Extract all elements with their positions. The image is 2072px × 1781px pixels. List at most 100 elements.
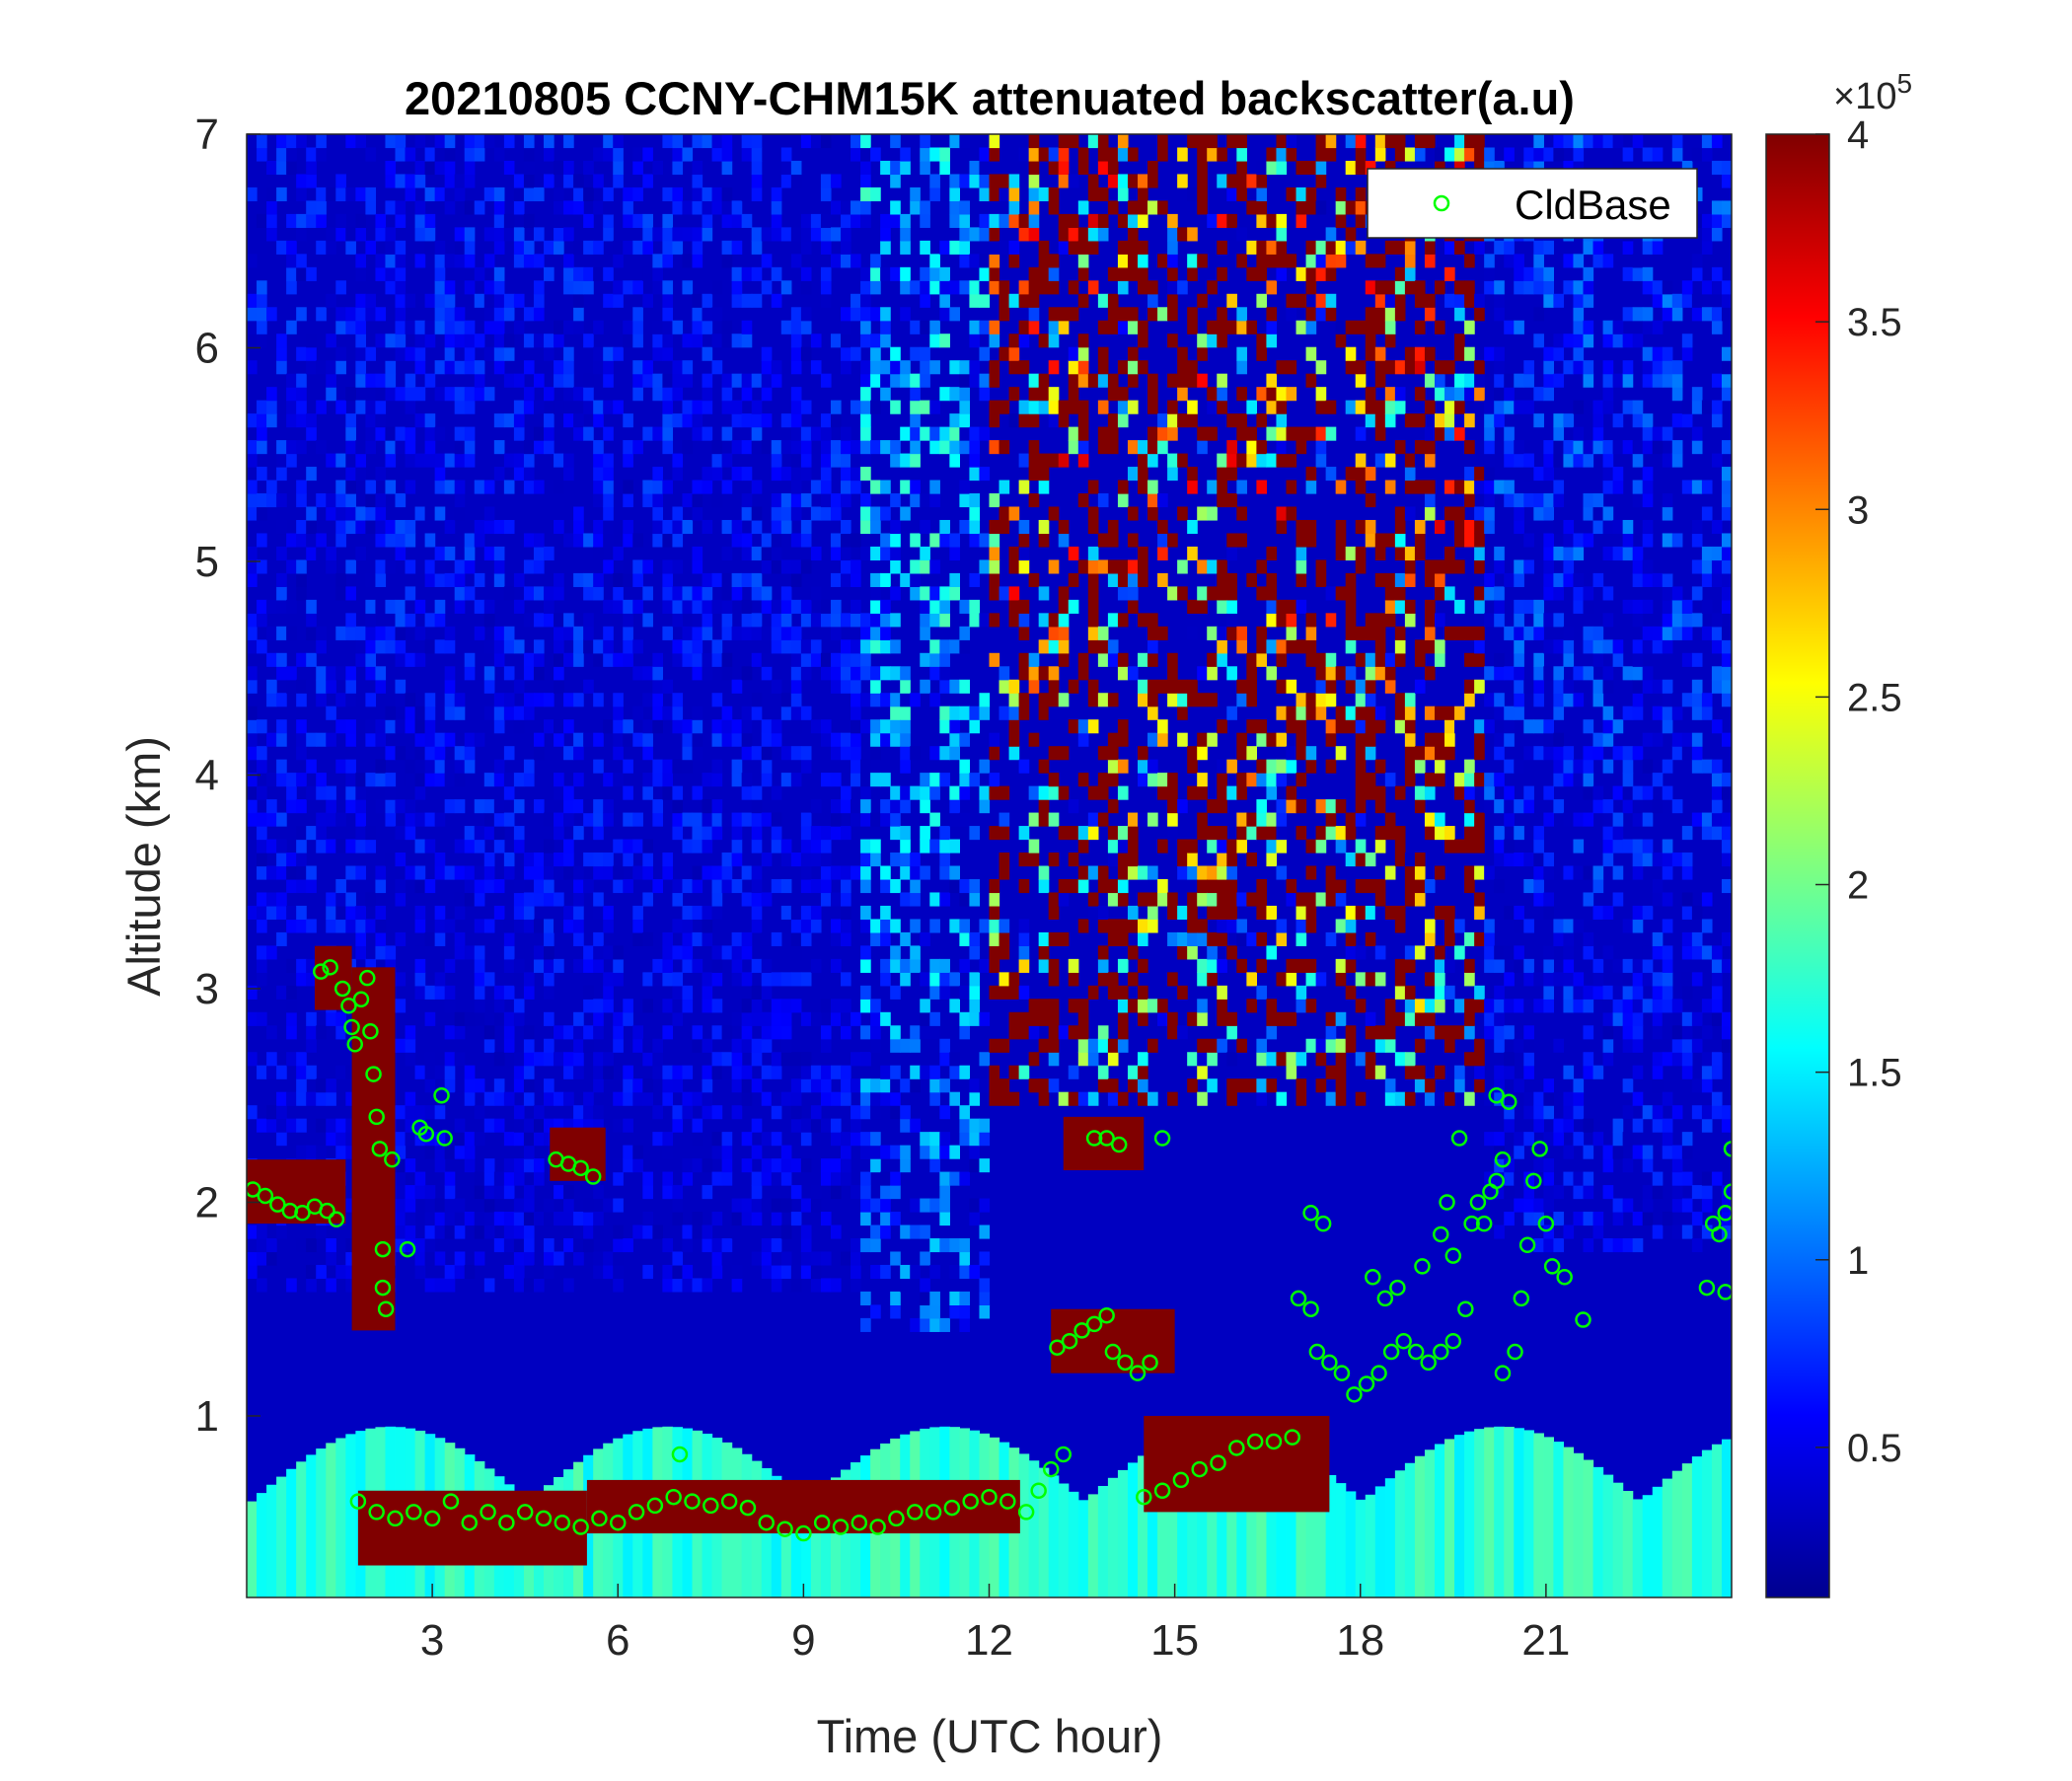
heatmap-cell xyxy=(296,905,307,921)
heatmap-cell xyxy=(741,186,753,202)
heatmap-cell xyxy=(761,1158,773,1173)
heatmap-cell xyxy=(1107,1052,1119,1067)
heatmap-cell xyxy=(395,626,407,640)
heatmap-cell xyxy=(593,519,604,535)
heatmap-cell xyxy=(434,426,446,441)
heatmap-cell xyxy=(414,334,426,348)
heatmap-cell xyxy=(1246,826,1257,841)
heatmap-cell xyxy=(969,493,981,508)
heatmap-cell xyxy=(583,266,594,281)
heatmap-cell xyxy=(692,746,703,761)
heatmap-cell xyxy=(523,1052,535,1067)
heatmap-cell xyxy=(573,200,584,215)
heatmap-cell xyxy=(810,613,822,628)
heatmap-cell xyxy=(1127,559,1139,574)
heatmap-cell xyxy=(1197,426,1208,441)
heatmap-cell xyxy=(414,626,426,640)
heatmap-cell xyxy=(1414,878,1426,894)
heatmap-cell xyxy=(1058,213,1070,228)
heatmap-cell xyxy=(286,453,297,468)
heatmap-cell xyxy=(1157,1011,1168,1026)
heatmap-cell xyxy=(741,387,753,402)
heatmap-cell xyxy=(266,1105,277,1120)
heatmap-cell xyxy=(266,387,277,402)
heatmap-cell xyxy=(1048,1011,1060,1026)
heatmap-cell xyxy=(920,293,930,308)
heatmap-cell xyxy=(1217,480,1227,494)
heatmap-cell xyxy=(989,493,1000,508)
heatmap-cell xyxy=(751,1052,763,1067)
heatmap-cell xyxy=(1197,373,1208,388)
heatmap-cell xyxy=(830,613,842,628)
heatmap-cell xyxy=(414,1185,426,1200)
heatmap-cell xyxy=(959,812,971,827)
heatmap-cell xyxy=(474,626,485,640)
heatmap-cell xyxy=(554,519,564,535)
heatmap-cell xyxy=(1305,613,1317,628)
heatmap-cell xyxy=(544,1011,555,1026)
heatmap-cell xyxy=(355,186,366,202)
heatmap-cell xyxy=(771,467,782,482)
heatmap-cell xyxy=(949,785,960,800)
heatmap-cell xyxy=(810,1011,822,1026)
heatmap-cell xyxy=(1226,705,1237,720)
heatmap-cell xyxy=(959,240,971,255)
heatmap-cell xyxy=(979,785,991,800)
heatmap-cell xyxy=(910,892,921,907)
heatmap-cell xyxy=(1276,812,1288,827)
heatmap-cell xyxy=(860,546,871,561)
heatmap-cell xyxy=(969,1212,981,1226)
heatmap-cell xyxy=(1236,958,1247,973)
heatmap-cell xyxy=(790,387,802,402)
heatmap-cell xyxy=(286,1278,297,1293)
heatmap-cell xyxy=(345,134,356,149)
heatmap-cell xyxy=(1384,1011,1396,1026)
heatmap-cell xyxy=(841,1065,851,1079)
heatmap-cell xyxy=(593,812,604,827)
heatmap-cell xyxy=(731,972,743,987)
heatmap-cell xyxy=(1138,1011,1148,1026)
heatmap-cell xyxy=(247,360,258,375)
heatmap-cell xyxy=(851,773,861,787)
heatmap-cell xyxy=(583,280,594,295)
heatmap-cell xyxy=(583,732,594,747)
heatmap-cell xyxy=(257,599,267,614)
heatmap-cell xyxy=(603,599,614,614)
heatmap-cell xyxy=(603,999,614,1013)
heatmap-cell xyxy=(1018,1065,1030,1079)
heatmap-cell xyxy=(316,200,327,215)
heatmap-cell xyxy=(1345,985,1357,1000)
heatmap-cell xyxy=(1048,320,1060,334)
heatmap-cell xyxy=(266,1025,277,1040)
heatmap-cell xyxy=(731,200,743,215)
heatmap-cell xyxy=(1048,254,1060,268)
heatmap-cell xyxy=(682,1065,694,1079)
heatmap-cell xyxy=(1325,693,1337,707)
heatmap-cell xyxy=(1048,266,1060,281)
heatmap-cell xyxy=(405,400,416,414)
heatmap-cell xyxy=(1394,586,1406,601)
heatmap-cell xyxy=(731,586,743,601)
heatmap-cell xyxy=(1197,134,1208,149)
heatmap-cell xyxy=(1127,174,1139,188)
heatmap-cell xyxy=(900,839,911,853)
heatmap-cell xyxy=(474,134,485,149)
heatmap-cell xyxy=(554,666,564,681)
heatmap-cell xyxy=(1435,812,1445,827)
heatmap-cell xyxy=(1374,147,1386,162)
heatmap-cell xyxy=(761,546,773,561)
heatmap-cell xyxy=(523,559,535,574)
heatmap-cell xyxy=(613,147,624,162)
heatmap-cell xyxy=(632,705,643,720)
heatmap-cell xyxy=(1454,413,1465,428)
heatmap-cell xyxy=(731,1078,743,1093)
heatmap-cell xyxy=(247,453,258,468)
heatmap-cell xyxy=(860,400,871,414)
heatmap-cell xyxy=(1454,307,1465,322)
heatmap-cell xyxy=(1107,160,1119,176)
heatmap-cell xyxy=(1077,426,1089,441)
heatmap-cell xyxy=(751,1212,763,1226)
heatmap-cell xyxy=(464,1091,476,1106)
heatmap-cell xyxy=(1226,853,1237,867)
heatmap-cell xyxy=(860,280,871,295)
